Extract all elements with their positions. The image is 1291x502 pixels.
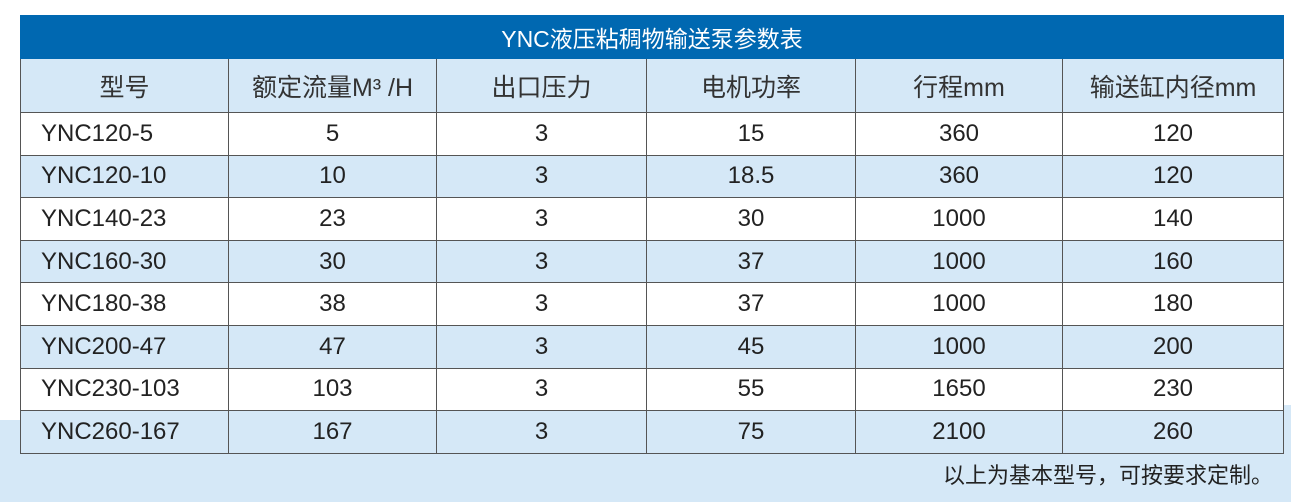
table-cell: 3: [436, 112, 647, 156]
table-cell: 3: [436, 410, 647, 454]
table-cell: 23: [228, 197, 437, 241]
table-row: YNC120-10 10 3 18.5 360 120: [20, 154, 1285, 199]
table-cell: 55: [646, 367, 856, 412]
table-row: YNC200-47 47 3 45 1000 200: [20, 324, 1285, 369]
column-header: 电机功率: [646, 58, 856, 113]
table-cell: 3: [436, 367, 647, 412]
table-cell: 140: [1061, 197, 1285, 241]
model-cell: YNC180-38: [20, 282, 229, 326]
model-cell: YNC200-47: [20, 324, 229, 369]
table-cell: 3: [436, 239, 647, 284]
table-row: YNC160-30 30 3 37 1000 160: [20, 239, 1285, 284]
table-cell: 47: [228, 324, 437, 369]
table-cell: 2100: [855, 410, 1063, 454]
table-cell: 360: [855, 112, 1063, 156]
table-cell: 120: [1061, 112, 1285, 156]
column-header: 额定流量M³ /H: [228, 58, 437, 113]
table-cell: 3: [436, 324, 647, 369]
table-cell: 160: [1061, 239, 1285, 284]
table-row: YNC260-167 167 3 75 2100 260: [20, 410, 1285, 454]
table-cell: 260: [1061, 410, 1285, 454]
model-cell: YNC260-167: [20, 410, 229, 454]
table-cell: 360: [855, 154, 1063, 199]
table-cell: 38: [228, 282, 437, 326]
table-cell: 3: [436, 154, 647, 199]
table-row: YNC230-103 103 3 55 1650 230: [20, 367, 1285, 412]
table-cell: 30: [228, 239, 437, 284]
table-cell: 180: [1061, 282, 1285, 326]
table-cell: 75: [646, 410, 856, 454]
table-cell: 1000: [855, 197, 1063, 241]
table-cell: 10: [228, 154, 437, 199]
column-header: 型号: [20, 58, 229, 113]
model-cell: YNC230-103: [20, 367, 229, 412]
table-title-row: YNC液压粘稠物输送泵参数表: [19, 15, 1285, 59]
table-cell: 3: [436, 197, 647, 241]
column-header: 出口压力: [436, 58, 647, 113]
table-cell: 5: [228, 112, 437, 156]
column-header: 行程mm: [855, 58, 1063, 113]
model-cell: YNC160-30: [20, 239, 229, 284]
table-cell: 1000: [855, 239, 1063, 284]
model-cell: YNC140-23: [20, 197, 229, 241]
table-cell: 103: [228, 367, 437, 412]
table-cell: 18.5: [646, 154, 856, 199]
column-header: 输送缸内径mm: [1061, 58, 1285, 113]
footnote: 以上为基本型号，可按要求定制。: [942, 463, 1273, 488]
table-cell: 37: [646, 239, 856, 284]
table-row: YNC120-5 5 3 15 360 120: [20, 112, 1285, 156]
table-cell: 1650: [855, 367, 1063, 412]
model-cell: YNC120-10: [20, 154, 229, 199]
table-title: YNC液压粘稠物输送泵参数表: [19, 15, 1285, 59]
table-cell: 45: [646, 324, 856, 369]
table-cell: 37: [646, 282, 856, 326]
table-cell: 167: [228, 410, 437, 454]
model-cell: YNC120-5: [20, 112, 229, 156]
table-cell: 120: [1061, 154, 1285, 199]
table-row: YNC180-38 38 3 37 1000 180: [20, 282, 1285, 326]
parameter-table: YNC液压粘稠物输送泵参数表 型号 额定流量M³ /H 出口压力 电机功率 行程mm 输送…: [19, 15, 1285, 454]
table-cell: 30: [646, 197, 856, 241]
table-row: YNC140-23 23 3 30 1000 140: [20, 197, 1285, 241]
table-cell: 3: [436, 282, 647, 326]
table-cell: 1000: [855, 282, 1063, 326]
table-header-row: 型号 额定流量M³ /H 出口压力 电机功率 行程mm 输送缸内径mm: [20, 58, 1285, 113]
table-cell: 15: [646, 112, 856, 156]
table-cell: 200: [1061, 324, 1285, 369]
table-cell: 230: [1061, 367, 1285, 412]
table-cell: 1000: [855, 324, 1063, 369]
